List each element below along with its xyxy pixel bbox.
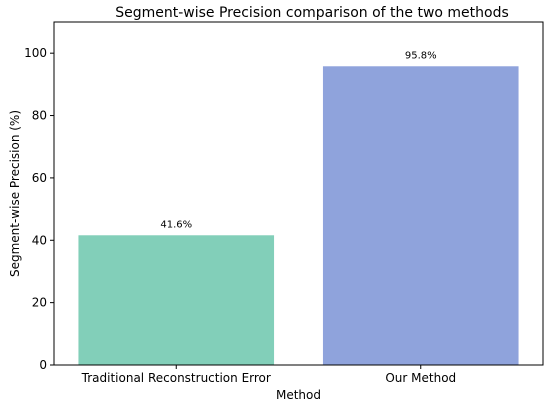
bar [322, 66, 519, 365]
y-tick-label: 60 [32, 171, 47, 185]
x-axis-label: Method [276, 388, 321, 402]
data-label: 41.6% [160, 219, 192, 230]
y-tick-label: 80 [32, 109, 47, 123]
x-tick-label: Traditional Reconstruction Error [81, 371, 271, 385]
y-axis-label: Segment-wise Precision (%) [8, 110, 22, 277]
bar [78, 235, 275, 365]
y-tick-label: 100 [24, 46, 47, 60]
axes-frame [53, 21, 544, 366]
x-tick-label: Our Method [385, 371, 456, 385]
y-tick-label: 40 [32, 233, 47, 247]
chart-title: Segment-wise Precision comparison of the… [115, 5, 509, 21]
data-label: 95.8% [405, 50, 437, 61]
y-tick-label: 0 [39, 358, 47, 372]
plot-area: 41.6% Traditional Reconstruction Error 95.… [24, 21, 544, 385]
y-tick-label: 20 [32, 296, 47, 310]
